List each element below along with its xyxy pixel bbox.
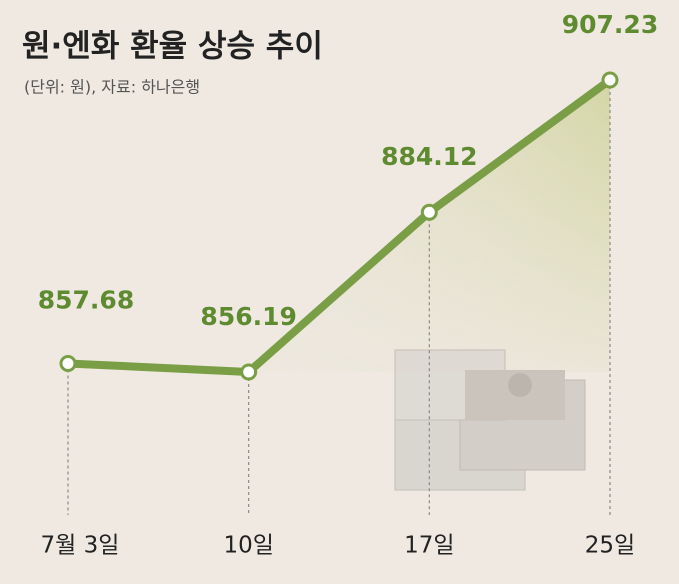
line <box>67 76 613 376</box>
chart-title: 원·엔화 환율 상승 추이 <box>22 29 323 65</box>
plot: 857.68 856.19 884.12 907.23 7월 3일 10일 17일 25일 <box>38 10 658 559</box>
x-tick-label: 25일 <box>585 533 635 559</box>
data-label: 884.12 <box>381 142 477 171</box>
x-tick-label: 7월 3일 <box>41 533 120 559</box>
x-tick-label: 17일 <box>404 533 454 559</box>
point <box>240 363 258 381</box>
data-label: 857.68 <box>38 285 134 314</box>
data-label: 907.23 <box>562 10 658 39</box>
point <box>601 71 619 89</box>
chart-subtitle: (단위: 원), 자료: 하나은행 <box>24 78 200 97</box>
x-tick-label: 10일 <box>223 533 273 559</box>
point <box>420 203 438 221</box>
point <box>59 354 77 372</box>
bill-portrait <box>508 373 532 397</box>
data-label: 856.19 <box>200 302 296 331</box>
money-illustration <box>394 349 586 491</box>
